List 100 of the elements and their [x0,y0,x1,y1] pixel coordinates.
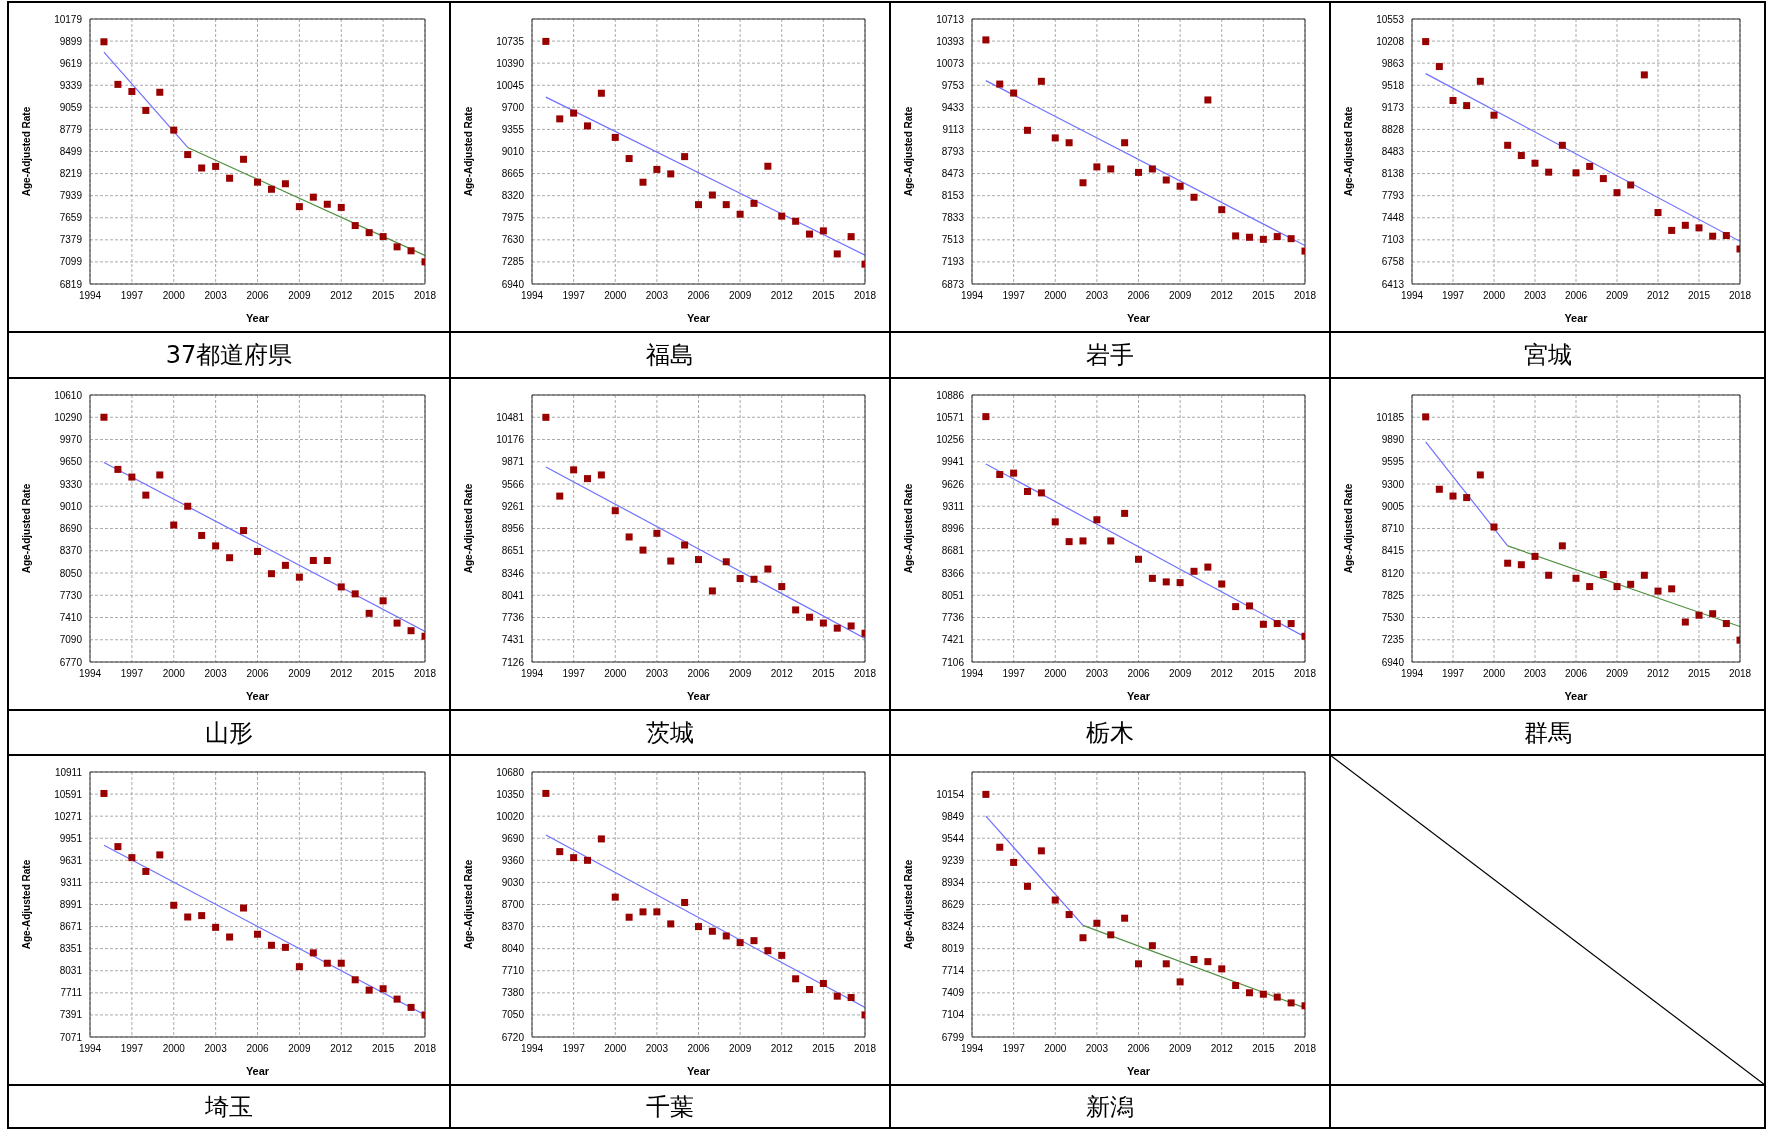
point [267,941,275,949]
point [597,471,605,479]
point [295,203,303,211]
y-tick-label: 6720 [501,1031,525,1043]
point [542,37,550,45]
x-tick-label: 2015 [372,1043,395,1055]
point [556,848,564,856]
point [1259,235,1267,243]
point [281,561,289,569]
x-tick-label: 2015 [372,290,395,302]
y-tick-label: 7099 [59,256,83,268]
y-tick-label: 8153 [941,190,965,202]
point [393,243,401,251]
point [584,475,591,483]
point [226,554,234,562]
point [1148,942,1156,950]
y-tick-label: 9626 [941,478,965,490]
point [982,790,990,798]
y-tick-label: 10020 [496,810,525,822]
x-tick-label: 2006 [246,290,270,302]
point [323,556,331,564]
x-tick-label: 2012 [330,668,353,680]
point [254,178,261,186]
point [351,222,359,230]
y-tick-label: 10073 [936,57,965,69]
x-tick-label: 2009 [1605,668,1629,680]
x-tick-label: 2000 [162,668,186,680]
point [365,986,373,994]
y-tick-label: 9330 [59,478,83,490]
point [722,201,730,209]
y-tick-label: 9951 [59,832,83,844]
y-tick-label: 7736 [941,612,965,624]
x-tick-label: 2018 [413,668,437,680]
y-tick-label: 9970 [59,434,83,446]
y-tick-label: 9311 [60,876,83,888]
point [1709,232,1717,240]
point [833,624,841,632]
y-tick-label: 7071 [59,1031,83,1043]
point [1476,471,1484,479]
point [240,904,248,912]
y-tick-label: 10886 [936,389,965,401]
x-tick-label: 2003 [645,290,669,302]
y-tick-label: 7736 [501,612,525,624]
x-tick-label: 2009 [288,1043,311,1055]
y-tick-label: 8138 [1381,168,1405,180]
point [379,985,387,993]
y-tick-label: 7730 [59,589,83,601]
x-tick-label: 2009 [729,668,752,680]
point [1273,233,1281,241]
x-tick-label: 2003 [645,668,669,680]
point [128,87,136,95]
x-axis-title: Year [1126,312,1151,324]
point [1065,911,1073,919]
y-tick-label: 10393 [936,35,965,47]
y-tick-label: 6758 [1381,256,1405,268]
point [1037,489,1045,497]
point [393,995,401,1003]
point [667,557,675,565]
point [1586,583,1594,591]
point [1162,960,1170,968]
point [142,867,150,875]
y-tick-label: 9030 [501,876,525,888]
y-tick-label: 7793 [1381,190,1405,202]
point [847,233,855,241]
point [1599,175,1607,183]
y-tick-label: 7106 [941,656,965,668]
point [819,227,827,235]
point [639,908,647,916]
x-tick-label: 1994 [960,1043,984,1055]
point [792,975,800,983]
x-tick-label: 2012 [1210,668,1234,680]
x-tick-label: 2015 [812,1043,835,1055]
point [1695,224,1703,232]
x-axis-title: Year [686,1065,711,1077]
x-tick-label: 2018 [1728,290,1752,302]
point [806,985,813,993]
y-tick-label: 8351 [59,943,83,955]
point [1504,559,1512,567]
point [722,558,730,566]
y-tick-label: 10390 [496,57,525,69]
point [792,217,800,225]
y-tick-label: 7379 [59,234,83,246]
point [365,609,373,617]
x-tick-label: 2018 [1728,668,1752,680]
x-tick-label: 2009 [288,668,311,680]
y-tick-label: 9753 [941,79,965,91]
x-tick-label: 1994 [78,668,102,680]
point [1709,610,1717,618]
point [254,930,261,938]
point [1190,193,1198,201]
point [1531,552,1539,560]
point [1572,574,1580,582]
text: 千葉 [645,1091,695,1123]
point [240,527,248,535]
x-tick-label: 2012 [330,1043,353,1055]
point [1232,982,1240,990]
point [295,963,303,971]
x-tick-label: 2009 [729,290,752,302]
x-tick-label: 1994 [520,290,544,302]
y-tick-label: 10290 [54,411,83,423]
